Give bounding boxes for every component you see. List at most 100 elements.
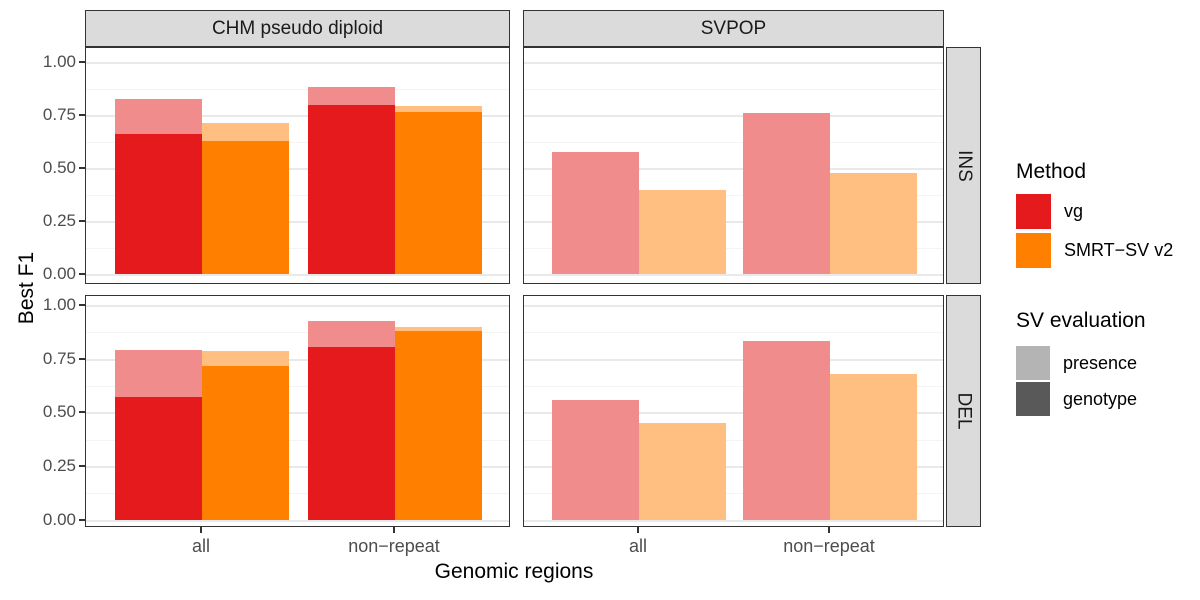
facet-col-strip-svpop: SVPOP [523, 10, 944, 47]
y-tick-label: 0.75 [42, 348, 76, 368]
bar-genotype-vg-non-repeat [308, 346, 395, 521]
gridline-major [524, 465, 943, 468]
legend-key-smrtsv: SMRT−SV v2 [1016, 233, 1173, 268]
y-tick-label: 0.00 [42, 263, 76, 283]
x-axis-tick [200, 527, 202, 533]
bar-presence-vg-all [552, 151, 639, 275]
y-tick-label: 0.75 [42, 104, 76, 124]
genotype-color-swatch [1016, 382, 1050, 416]
gridline-minor [524, 141, 943, 143]
bar-presence-vg-non-repeat [743, 341, 830, 521]
bar-genotype-smrt-sv-v2-non-repeat [395, 330, 482, 521]
gridline-major [86, 519, 509, 522]
gridline-major [86, 358, 509, 361]
y-tick-label: 0.25 [42, 210, 76, 230]
x-axis-title: Genomic regions [434, 560, 594, 583]
bar-genotype-vg-non-repeat [308, 105, 395, 275]
y-axis-tick [79, 304, 85, 306]
y-axis-tick [79, 166, 85, 169]
y-tick-label: 1.00 [42, 295, 76, 314]
presence-color-swatch [1016, 346, 1050, 380]
gridline-minor [86, 141, 509, 143]
gridline-minor [524, 332, 943, 334]
x-axis-tick [393, 527, 395, 533]
y-tick-label: 1.00 [42, 52, 76, 71]
facet-row-label-ins: INS [953, 149, 975, 182]
facet-col-strip-chm: CHM pseudo diploid [85, 10, 510, 47]
facet-row-label-del: DEL [953, 392, 975, 430]
gridline-major [524, 114, 943, 117]
gridline-minor [524, 247, 943, 249]
facet-col-label-chm: CHM pseudo diploid [211, 17, 384, 39]
gridline-major [86, 62, 509, 64]
y-axis-tick [79, 518, 85, 521]
bar-genotype-vg-all [115, 133, 202, 275]
gridline-major [86, 465, 509, 468]
facet-row-strip-del: DEL [946, 295, 981, 527]
gridline-minor [86, 247, 509, 249]
bar-genotype-smrt-sv-v2-all [202, 366, 289, 521]
panel-chm-pseudo-diploid-ins [85, 47, 510, 284]
panel-svpop-ins [523, 47, 944, 284]
bar-presence-smrt-sv-v2-non-repeat [830, 373, 917, 521]
bar-presence-smrt-sv-v2-non-repeat [830, 172, 917, 275]
gridline-major [86, 305, 509, 307]
gridline-major [524, 305, 943, 307]
y-tick-label: 0.50 [42, 157, 76, 177]
facet-row-strip-ins: INS [946, 47, 981, 284]
smrtsv-color-swatch [1016, 233, 1051, 268]
gridline-minor [86, 439, 509, 441]
bar-genotype-smrt-sv-v2-all [202, 141, 289, 275]
gridline-minor [86, 493, 509, 495]
gridline-minor [86, 88, 509, 90]
y-axis-tick [79, 113, 85, 116]
x-tick-label: all [628, 536, 648, 556]
legend-key-vg: vg [1016, 194, 1083, 229]
legend-title-method: Method [1016, 160, 1087, 183]
gridline-minor [524, 88, 943, 90]
gridline-minor [86, 385, 509, 387]
bar-presence-smrt-sv-v2-all [639, 189, 726, 275]
gridline-major [524, 519, 943, 522]
x-axis-tick [828, 527, 830, 533]
y-tick-label: 0.50 [42, 402, 76, 422]
gridline-major [86, 220, 509, 223]
bar-genotype-smrt-sv-v2-non-repeat [395, 111, 482, 275]
y-tick-label: 0.25 [42, 455, 76, 475]
vg-color-swatch [1016, 194, 1051, 229]
y-axis-tick [79, 411, 85, 414]
legend-key-genotype: genotype [1016, 382, 1137, 416]
legend-label-smrtsv: SMRT−SV v2 [1064, 240, 1174, 260]
gridline-major [86, 114, 509, 117]
gridline-major [524, 358, 943, 361]
gridline-major [86, 412, 509, 415]
x-tick-label: non−repeat [348, 536, 440, 556]
legend-label-genotype: genotype [1063, 388, 1138, 409]
bar-presence-smrt-sv-v2-all [639, 422, 726, 521]
gridline-minor [86, 332, 509, 334]
legend-title-sv-evaluation: SV evaluation [1016, 309, 1146, 332]
gridline-minor [86, 194, 509, 196]
gridline-minor [524, 194, 943, 196]
legend-key-presence: presence [1016, 346, 1137, 380]
gridline-major [86, 273, 509, 276]
facet-col-label-svpop: SVPOP [700, 17, 767, 39]
x-tick-label: non−repeat [783, 536, 875, 556]
gridline-minor [524, 493, 943, 495]
gridline-minor [524, 385, 943, 387]
y-axis-tick [79, 61, 85, 63]
bar-presence-vg-non-repeat [743, 112, 830, 275]
gridline-major [524, 220, 943, 223]
panel-chm-pseudo-diploid-del [85, 295, 510, 527]
x-tick-label: all [191, 536, 211, 556]
y-axis-tick [79, 219, 85, 222]
gridline-major [524, 62, 943, 64]
bar-genotype-vg-all [115, 397, 202, 521]
x-axis-tick [637, 527, 639, 533]
y-axis-tick [79, 357, 85, 360]
bar-presence-vg-all [552, 400, 639, 521]
panel-svpop-del [523, 295, 944, 527]
y-tick-label: 0.00 [42, 509, 76, 529]
gridline-major [524, 412, 943, 415]
y-axis-tick [79, 464, 85, 467]
